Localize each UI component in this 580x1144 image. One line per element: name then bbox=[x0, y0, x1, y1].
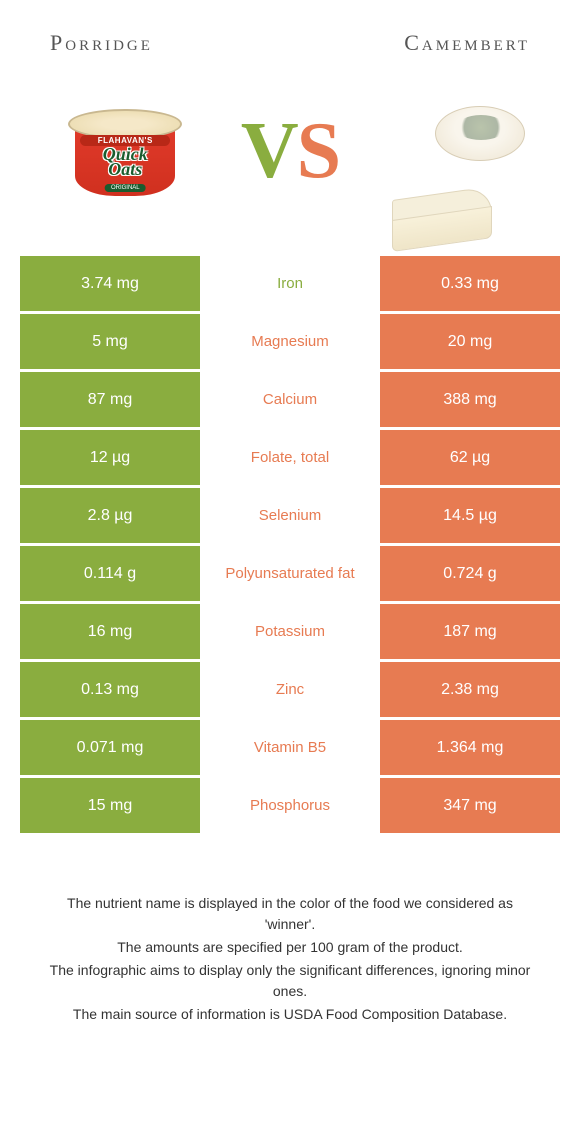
nutrient-label-cell: Vitamin B5 bbox=[200, 720, 380, 775]
left-value-cell: 0.114 g bbox=[20, 546, 200, 601]
vs-s: S bbox=[297, 107, 340, 195]
table-row: 15 mgPhosphorus347 mg bbox=[20, 778, 560, 833]
left-value-cell: 15 mg bbox=[20, 778, 200, 833]
right-value-cell: 388 mg bbox=[380, 372, 560, 427]
left-food-image: FLAHAVAN'S Quick Oats ORIGINAL bbox=[50, 96, 200, 206]
left-value-cell: 16 mg bbox=[20, 604, 200, 659]
nutrient-table: 3.74 mgIron0.33 mg5 mgMagnesium20 mg87 m… bbox=[20, 256, 560, 833]
footer-line: The amounts are specified per 100 gram o… bbox=[40, 937, 540, 958]
table-row: 87 mgCalcium388 mg bbox=[20, 372, 560, 427]
left-value-cell: 87 mg bbox=[20, 372, 200, 427]
right-value-cell: 14.5 µg bbox=[380, 488, 560, 543]
table-row: 2.8 µgSelenium14.5 µg bbox=[20, 488, 560, 543]
right-value-cell: 2.38 mg bbox=[380, 662, 560, 717]
left-food-title: Porridge bbox=[50, 30, 153, 56]
right-value-cell: 0.33 mg bbox=[380, 256, 560, 311]
right-food-image bbox=[380, 96, 530, 206]
right-value-cell: 0.724 g bbox=[380, 546, 560, 601]
vs-v: V bbox=[241, 107, 297, 195]
left-value-cell: 5 mg bbox=[20, 314, 200, 369]
nutrient-label-cell: Potassium bbox=[200, 604, 380, 659]
footer-notes: The nutrient name is displayed in the co… bbox=[20, 893, 560, 1025]
table-row: 3.74 mgIron0.33 mg bbox=[20, 256, 560, 311]
porridge-cup-icon: FLAHAVAN'S Quick Oats ORIGINAL bbox=[60, 99, 190, 204]
nutrient-label-cell: Magnesium bbox=[200, 314, 380, 369]
table-row: 0.071 mgVitamin B51.364 mg bbox=[20, 720, 560, 775]
right-value-cell: 20 mg bbox=[380, 314, 560, 369]
nutrient-label-cell: Phosphorus bbox=[200, 778, 380, 833]
left-value-cell: 2.8 µg bbox=[20, 488, 200, 543]
left-value-cell: 0.071 mg bbox=[20, 720, 200, 775]
images-row: FLAHAVAN'S Quick Oats ORIGINAL VS bbox=[20, 96, 560, 206]
cup-variant-label: ORIGINAL bbox=[105, 184, 146, 192]
right-value-cell: 62 µg bbox=[380, 430, 560, 485]
nutrient-label-cell: Zinc bbox=[200, 662, 380, 717]
right-value-cell: 1.364 mg bbox=[380, 720, 560, 775]
left-value-cell: 12 µg bbox=[20, 430, 200, 485]
left-value-cell: 3.74 mg bbox=[20, 256, 200, 311]
nutrient-label-cell: Iron bbox=[200, 256, 380, 311]
nutrient-label-cell: Polyunsaturated fat bbox=[200, 546, 380, 601]
left-value-cell: 0.13 mg bbox=[20, 662, 200, 717]
table-row: 12 µgFolate, total62 µg bbox=[20, 430, 560, 485]
nutrient-label-cell: Calcium bbox=[200, 372, 380, 427]
table-row: 5 mgMagnesium20 mg bbox=[20, 314, 560, 369]
right-food-title: Camembert bbox=[404, 30, 530, 56]
right-value-cell: 187 mg bbox=[380, 604, 560, 659]
footer-line: The nutrient name is displayed in the co… bbox=[40, 893, 540, 935]
table-row: 0.13 mgZinc2.38 mg bbox=[20, 662, 560, 717]
cup-name-label: Quick Oats bbox=[93, 147, 158, 178]
vs-label: VS bbox=[241, 106, 339, 197]
nutrient-label-cell: Selenium bbox=[200, 488, 380, 543]
camembert-icon bbox=[380, 101, 530, 201]
footer-line: The main source of information is USDA F… bbox=[40, 1004, 540, 1025]
table-row: 16 mgPotassium187 mg bbox=[20, 604, 560, 659]
header-row: Porridge Camembert bbox=[20, 30, 560, 56]
table-row: 0.114 gPolyunsaturated fat0.724 g bbox=[20, 546, 560, 601]
nutrient-label-cell: Folate, total bbox=[200, 430, 380, 485]
right-value-cell: 347 mg bbox=[380, 778, 560, 833]
footer-line: The infographic aims to display only the… bbox=[40, 960, 540, 1002]
